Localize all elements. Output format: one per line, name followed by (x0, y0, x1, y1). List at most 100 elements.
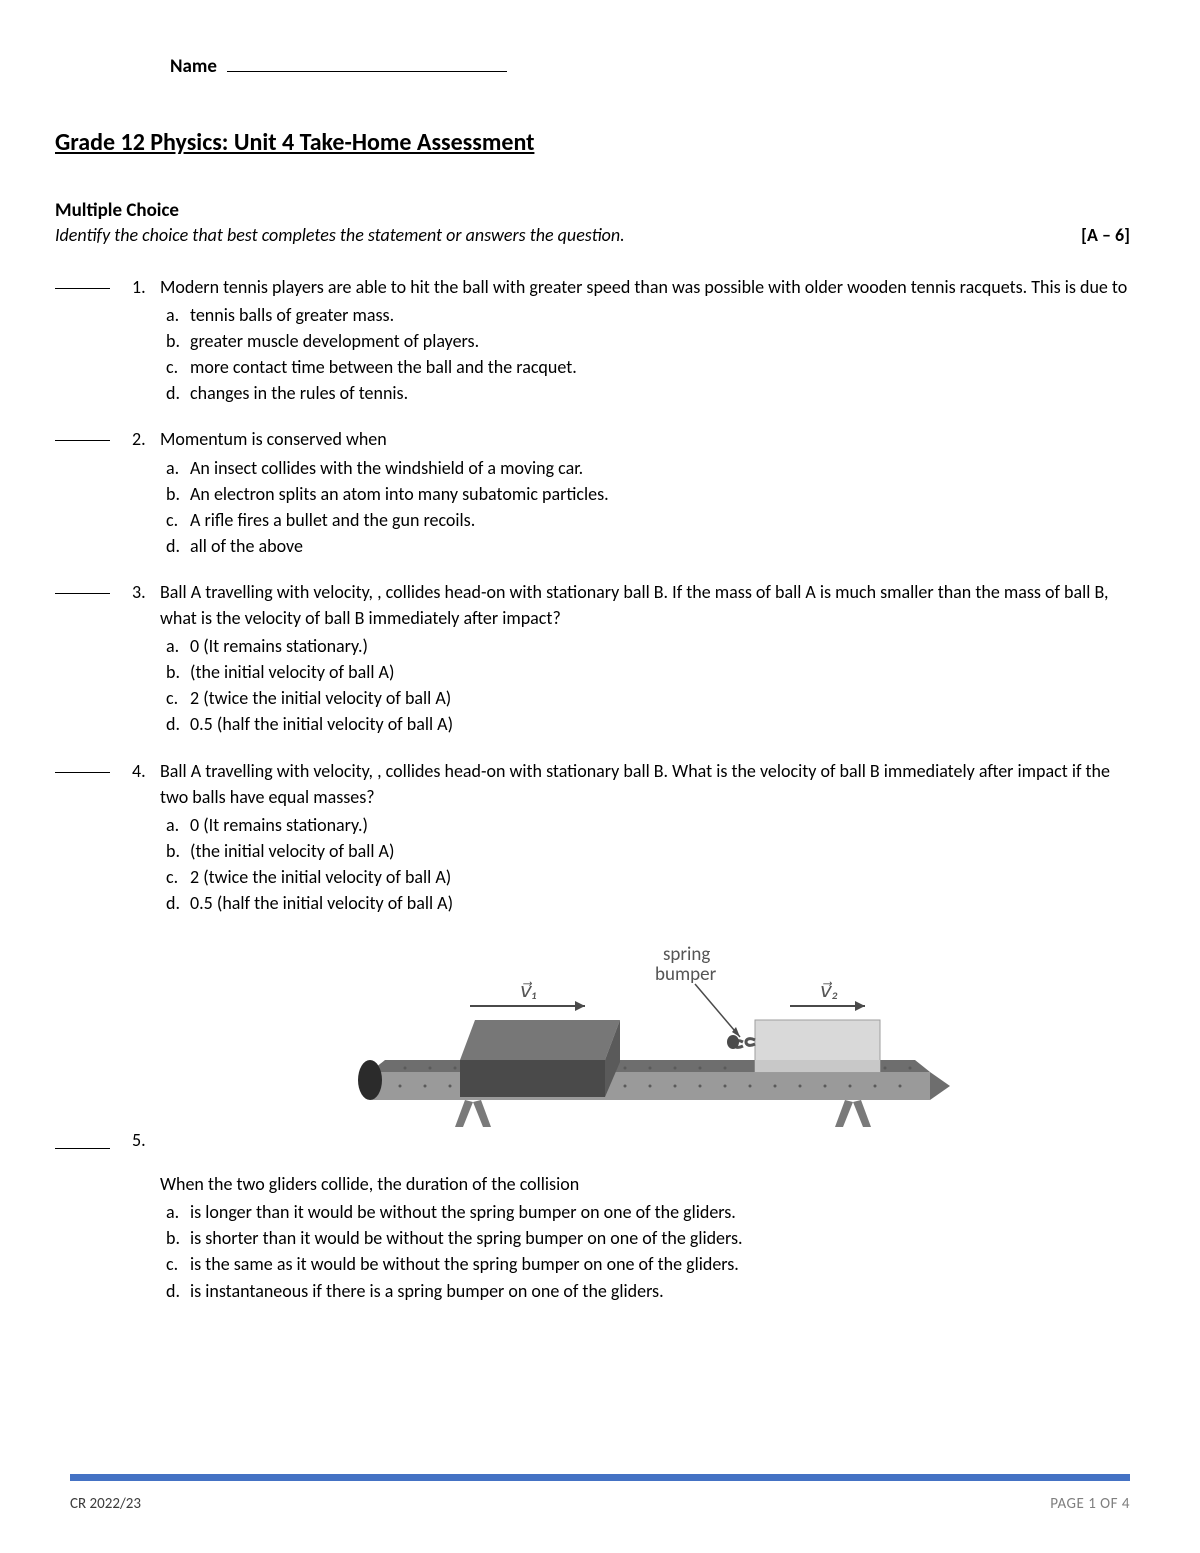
option-text: is the same as it would be without the s… (190, 1251, 1130, 1277)
mc-instruction: Identify the choice that best completes … (55, 224, 625, 246)
option: c.is the same as it would be without the… (160, 1251, 1130, 1277)
option-text: 0 (It remains stationary.) (190, 633, 1130, 659)
answer-blank[interactable] (55, 440, 110, 441)
question-continued: When the two gliders collide, the durati… (55, 1171, 1130, 1303)
option-letter: a. (160, 812, 190, 838)
option-text: 0 (It remains stationary.) (190, 812, 1130, 838)
option: b.is shorter than it would be without th… (160, 1225, 1130, 1251)
option: d.is instantaneous if there is a spring … (160, 1278, 1130, 1304)
option-letter: b. (160, 481, 190, 507)
name-label: Name (170, 55, 217, 78)
option: d.0.5 (half the initial velocity of ball… (160, 890, 1130, 916)
option-text: 2 (twice the initial velocity of ball A) (190, 685, 1130, 711)
question-stem: Modern tennis players are able to hit th… (160, 274, 1130, 300)
question-stem: When the two gliders collide, the durati… (160, 1171, 1130, 1197)
option-text: greater muscle development of players. (190, 328, 1130, 354)
option-letter: b. (160, 328, 190, 354)
footer-left: CR 2022/23 (70, 1495, 141, 1513)
question: 1. Modern tennis players are able to hit… (55, 274, 1130, 406)
question: 2. Momentum is conserved when a.An insec… (55, 426, 1130, 558)
question: 4. Ball A travelling with velocity, , co… (55, 758, 1130, 917)
option-text: 0.5 (half the initial velocity of ball A… (190, 890, 1130, 916)
question-number: 3. (132, 579, 160, 605)
option-letter: a. (160, 455, 190, 481)
option-letter: a. (160, 302, 190, 328)
option-text: An insect collides with the windshield o… (190, 455, 1130, 481)
option-letter: c. (160, 1251, 190, 1277)
option: a.An insect collides with the windshield… (160, 455, 1130, 481)
option-letter: a. (160, 633, 190, 659)
option: d.changes in the rules of tennis. (160, 380, 1130, 406)
option: a.is longer than it would be without the… (160, 1199, 1130, 1225)
option: b. (the initial velocity of ball A) (160, 659, 1130, 685)
question-body: Ball A travelling with velocity, , colli… (160, 579, 1130, 738)
option-letter: d. (160, 890, 190, 916)
option-text: all of the above (190, 533, 1130, 559)
name-row: Name (170, 55, 1130, 78)
option-text: tennis balls of greater mass. (190, 302, 1130, 328)
option-letter: d. (160, 711, 190, 737)
answer-blank[interactable] (55, 593, 110, 594)
option-letter: d. (160, 380, 190, 406)
figure-v1-label: v⃗₁ (520, 979, 537, 1003)
option-text: is shorter than it would be without the … (190, 1225, 1130, 1251)
question: 3. Ball A travelling with velocity, , co… (55, 579, 1130, 738)
question-body: When the two gliders collide, the durati… (160, 1171, 1130, 1303)
answer-blank[interactable] (55, 288, 110, 289)
figure-v2-label: v⃗₂ (820, 979, 839, 1003)
page: Name Grade 12 Physics: Unit 4 Take-Home … (0, 0, 1200, 1553)
option: b.greater muscle development of players. (160, 328, 1130, 354)
option-letter: d. (160, 1278, 190, 1304)
option: b. (the initial velocity of ball A) (160, 838, 1130, 864)
option: b.An electron splits an atom into many s… (160, 481, 1130, 507)
question-body: Ball A travelling with velocity, , colli… (160, 758, 1130, 917)
figure-label-spring-bottom: bumper (655, 963, 717, 986)
question-stem: Ball A travelling with velocity, , colli… (160, 579, 1130, 631)
option-letter: c. (160, 864, 190, 890)
glider-diagram-icon: spring bumper v⃗₁ v⃗₂ (325, 942, 965, 1142)
option: c.more contact time between the ball and… (160, 354, 1130, 380)
question-body: spring bumper v⃗₁ v⃗₂ (160, 936, 1130, 1155)
option-letter: d. (160, 533, 190, 559)
option-letter: c. (160, 354, 190, 380)
glider-figure: spring bumper v⃗₁ v⃗₂ (160, 942, 1130, 1149)
mc-points: [A – 6] (1081, 224, 1130, 246)
footer-right: PAGE 1 OF 4 (1050, 1495, 1130, 1513)
answer-blank[interactable] (55, 772, 110, 773)
option-text: more contact time between the ball and t… (190, 354, 1130, 380)
option-text: 2 (twice the initial velocity of ball A) (190, 864, 1130, 890)
page-footer: CR 2022/23 PAGE 1 OF 4 (70, 1474, 1130, 1513)
option: d.0.5 (half the initial velocity of ball… (160, 711, 1130, 737)
option-letter: a. (160, 1199, 190, 1225)
footer-bar (70, 1474, 1130, 1481)
option-text: is longer than it would be without the s… (190, 1199, 1130, 1225)
option-letter: c. (160, 685, 190, 711)
question-number: 4. (132, 758, 160, 784)
questions-list: 1. Modern tennis players are able to hit… (55, 274, 1130, 1304)
option-text: (the initial velocity of ball A) (190, 838, 1130, 864)
option: c.2 (twice the initial velocity of ball … (160, 864, 1130, 890)
answer-blank[interactable] (55, 1148, 110, 1149)
option-letter: c. (160, 507, 190, 533)
option-text: is instantaneous if there is a spring bu… (190, 1278, 1130, 1304)
question-body: Momentum is conserved when a.An insect c… (160, 426, 1130, 558)
option: c.2 (twice the initial velocity of ball … (160, 685, 1130, 711)
option-text: changes in the rules of tennis. (190, 380, 1130, 406)
option: a.tennis balls of greater mass. (160, 302, 1130, 328)
option-letter: b. (160, 838, 190, 864)
question-stem: Ball A travelling with velocity, , colli… (160, 758, 1130, 810)
question-stem: Momentum is conserved when (160, 426, 1130, 452)
section-header: Multiple Choice Identify the choice that… (55, 199, 1130, 246)
option: c.A rifle fires a bullet and the gun rec… (160, 507, 1130, 533)
question-number: 1. (132, 274, 160, 300)
option-text: A rifle fires a bullet and the gun recoi… (190, 507, 1130, 533)
question-body: Modern tennis players are able to hit th… (160, 274, 1130, 406)
option: a.0 (It remains stationary.) (160, 812, 1130, 838)
name-input-line[interactable] (227, 71, 507, 72)
page-title: Grade 12 Physics: Unit 4 Take-Home Asses… (55, 128, 1130, 157)
option-text: (the initial velocity of ball A) (190, 659, 1130, 685)
option-letter: b. (160, 1225, 190, 1251)
question-number: 5. (132, 1127, 160, 1155)
option-text: 0.5 (half the initial velocity of ball A… (190, 711, 1130, 737)
question-number: 2. (132, 426, 160, 452)
